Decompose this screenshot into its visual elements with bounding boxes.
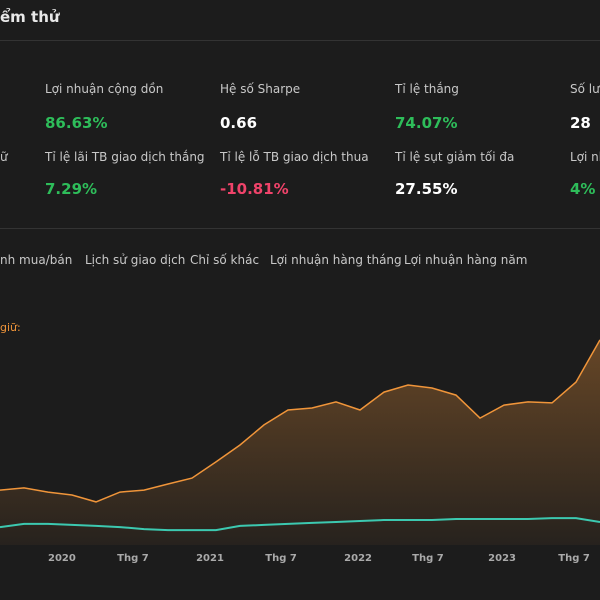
metric-label: Tỉ lệ thắng (395, 82, 459, 96)
tab[interactable]: Chỉ số khác (190, 253, 260, 267)
metric-label: Tỉ lệ lãi TB giao dịch thắng (45, 150, 205, 164)
x-tick-label: 2022 (344, 553, 372, 564)
metric-label: Hệ số Sharpe (220, 82, 301, 96)
tab[interactable]: Lịch sử giao dịch (85, 253, 186, 267)
metric-label: Lợi nhu (570, 150, 600, 164)
x-tick-label: Thg 7 (558, 553, 590, 564)
tab[interactable]: nh mua/bán (0, 253, 73, 267)
metric-label: Tỉ lệ sụt giảm tối đa (395, 150, 515, 164)
tab[interactable]: Lợi nhuận hàng tháng (270, 253, 402, 267)
equity-line (0, 339, 600, 503)
tab[interactable]: Lợi nhuận hàng năm (404, 253, 528, 267)
metric-value: 7.29% (45, 180, 98, 198)
equity-line (0, 517, 600, 532)
x-tick-label: 2020 (48, 553, 76, 564)
divider (0, 228, 600, 229)
metric-value: -10.81% (220, 180, 289, 198)
metric-value: 28 (570, 114, 591, 132)
x-tick-label: Thg 7 (265, 553, 297, 564)
metric-value: 27.55% (395, 180, 458, 198)
area-fill (0, 339, 600, 545)
metric-value: 74.07% (395, 114, 458, 132)
panel-title: ểm thử (0, 8, 60, 26)
metric-label: ữ (0, 150, 8, 164)
metric-value: 4% (570, 180, 596, 198)
equity-chart: giữ: 2020 Thg 7 2021 Thg 7 2022 Thg 7 2023 Thg 7 (0, 321, 600, 564)
x-tick-label: 2021 (196, 553, 224, 564)
divider (0, 40, 600, 41)
x-tick-label: Thg 7 (117, 553, 149, 564)
metric-label: Số lượ (570, 82, 600, 96)
x-tick-label: Thg 7 (412, 553, 444, 564)
metric-value: 0.66 (220, 114, 258, 132)
metric-label: Lợi nhuận cộng dồn (45, 82, 164, 96)
metric-label: Tỉ lệ lỗ TB giao dịch thua (220, 150, 369, 164)
chart-annotation: giữ: (0, 321, 21, 334)
metric-value: 86.63% (45, 114, 108, 132)
x-tick-label: 2023 (488, 553, 516, 564)
